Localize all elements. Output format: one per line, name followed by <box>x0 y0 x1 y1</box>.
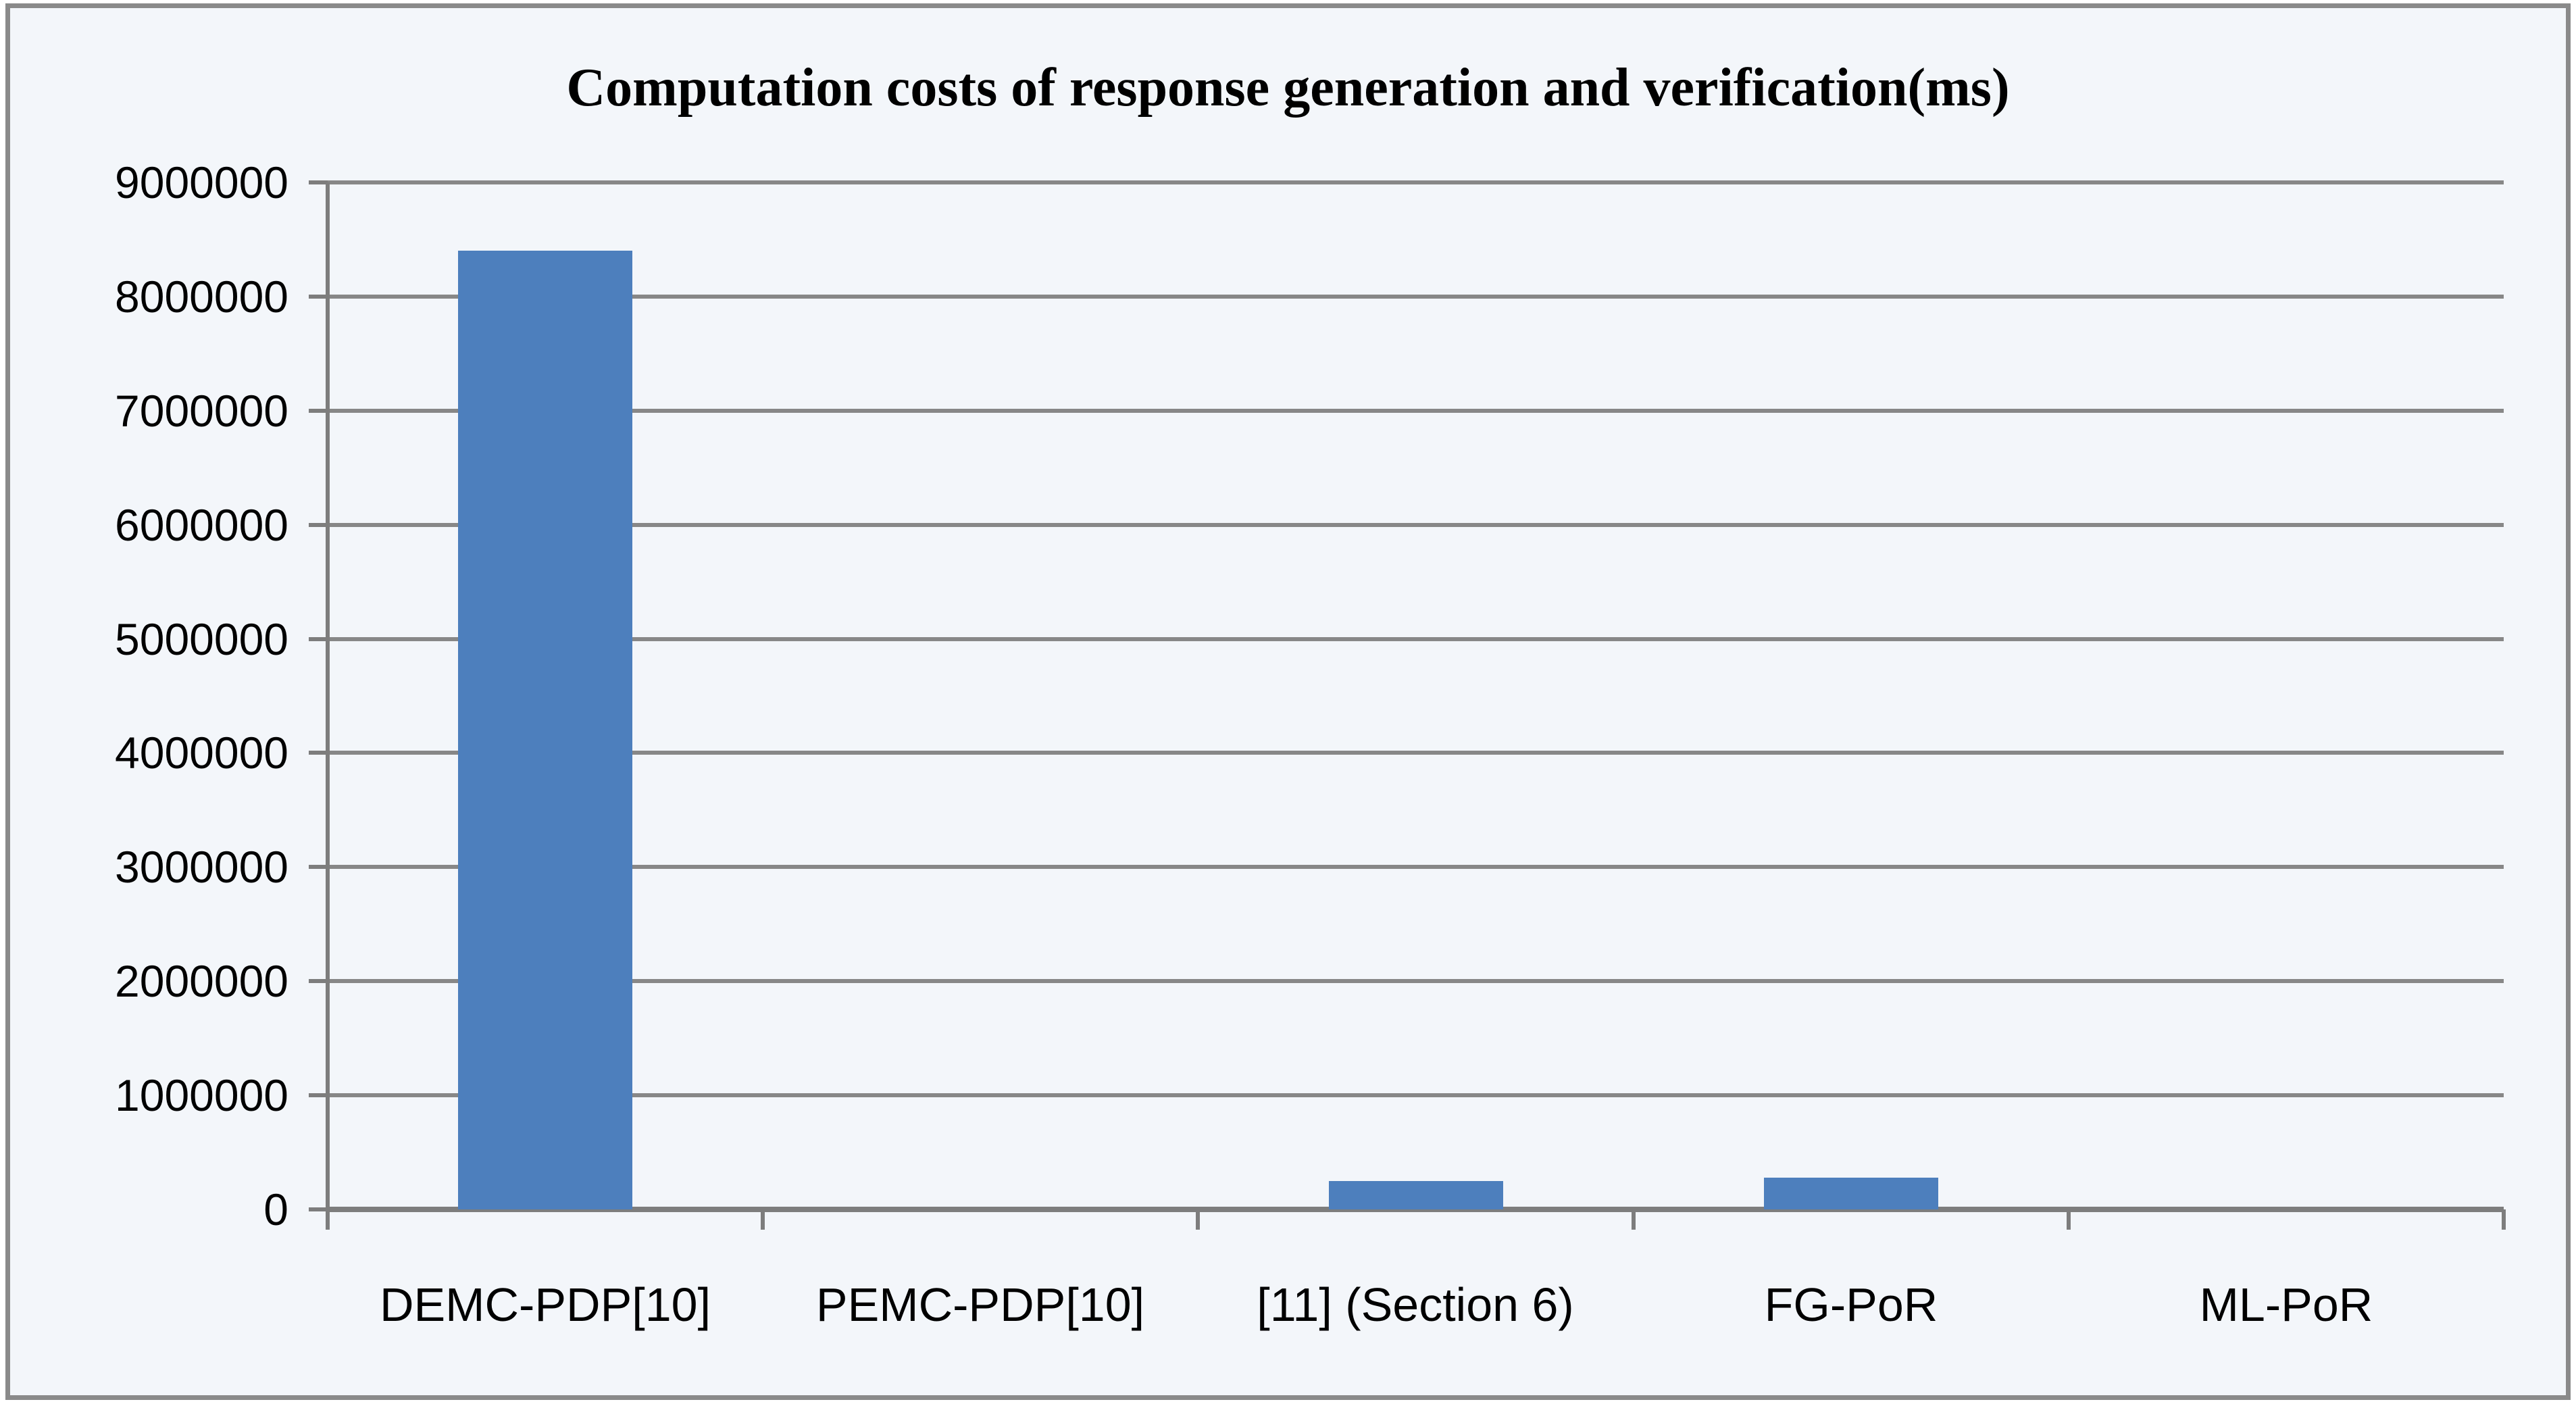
chart-frame <box>5 3 2571 1400</box>
x-axis-tick <box>1631 1209 1636 1230</box>
y-axis-tick <box>309 1093 328 1098</box>
gridline <box>328 180 2504 184</box>
y-axis-tick <box>309 522 328 527</box>
y-tick-label: 3000000 <box>115 842 288 893</box>
y-axis-tick <box>309 408 328 413</box>
gridline <box>328 979 2504 984</box>
y-tick-label: 6000000 <box>115 499 288 550</box>
y-axis-tick <box>309 979 328 984</box>
gridline <box>328 522 2504 527</box>
x-tick-label: [11] (Section 6) <box>1257 1278 1574 1331</box>
y-tick-label: 5000000 <box>115 613 288 664</box>
chart-title: Computation costs of response generation… <box>566 58 2010 118</box>
x-axis-tick <box>1196 1209 1201 1230</box>
x-axis-tick <box>2502 1209 2506 1230</box>
x-tick-label: PEMC-PDP[10] <box>815 1278 1145 1331</box>
y-tick-label: 9000000 <box>115 157 288 207</box>
x-tick-label: FG-PoR <box>1764 1278 1938 1331</box>
y-tick-label: 2000000 <box>115 956 288 1007</box>
gridline <box>328 751 2504 755</box>
bar-fg-por <box>1764 1178 1938 1209</box>
y-tick-label: 7000000 <box>115 385 288 436</box>
gridline <box>328 294 2504 299</box>
bar-demc-pdp-10- <box>458 251 632 1209</box>
bar--11-section-6- <box>1329 1181 1503 1209</box>
x-tick-label: ML-PoR <box>2199 1278 2373 1331</box>
y-axis-tick <box>309 865 328 870</box>
y-tick-label: 1000000 <box>115 1070 288 1121</box>
y-axis-tick <box>309 636 328 641</box>
y-axis-line <box>326 182 330 1230</box>
gridline <box>328 636 2504 641</box>
y-tick-label: 4000000 <box>115 728 288 778</box>
y-tick-label: 0 <box>263 1184 288 1234</box>
y-axis-tick <box>309 1207 328 1211</box>
y-axis-tick <box>309 294 328 299</box>
gridline <box>328 408 2504 413</box>
y-tick-label: 8000000 <box>115 271 288 322</box>
gridline <box>328 1093 2504 1098</box>
x-axis-line <box>328 1207 2504 1212</box>
y-axis-tick <box>309 180 328 184</box>
gridline <box>328 865 2504 870</box>
x-axis-tick <box>2066 1209 2071 1230</box>
x-axis-tick <box>761 1209 765 1230</box>
x-tick-label: DEMC-PDP[10] <box>379 1278 711 1331</box>
y-axis-tick <box>309 751 328 755</box>
